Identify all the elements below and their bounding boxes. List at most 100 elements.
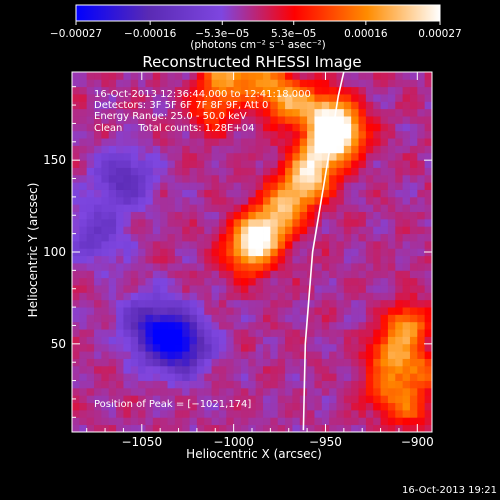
heatmap-cell (248, 123, 257, 132)
heatmap-cell (270, 138, 279, 146)
heatmap-cell (240, 138, 249, 146)
heatmap-cell (226, 314, 235, 323)
heatmap-cell (314, 116, 323, 124)
heatmap-cell (160, 343, 168, 352)
heatmap-cell (233, 123, 242, 132)
heatmap-cell (402, 72, 411, 80)
heatmap-cell (417, 196, 426, 205)
heatmap-cell (182, 336, 190, 345)
heatmap-cell (343, 402, 352, 411)
heatmap-cell (72, 145, 80, 154)
heatmap-cell (365, 307, 374, 315)
heatmap-cell (336, 402, 345, 411)
heatmap-cell (270, 387, 279, 396)
heatmap-cell (351, 123, 359, 132)
heatmap-cell (270, 101, 279, 110)
heatmap-cell (402, 387, 411, 396)
heatmap-cell (218, 101, 227, 110)
heatmap-cell (263, 211, 271, 220)
heatmap-cell (79, 174, 88, 183)
heatmap-cell (123, 94, 132, 102)
heatmap-cell (299, 277, 308, 286)
heatmap-cell (285, 321, 293, 330)
heatmap-cell (336, 336, 345, 345)
heatmap-cell (101, 160, 110, 168)
heatmap-cell (321, 152, 330, 161)
heatmap-cell (233, 409, 242, 418)
heatmap-cell (160, 211, 168, 220)
heatmap-cell (292, 395, 301, 404)
heatmap-cell (145, 152, 154, 161)
heatmap-cell (336, 86, 345, 95)
heatmap-cell (336, 343, 345, 352)
heatmap-cell (417, 79, 426, 88)
heatmap-cell (86, 387, 95, 396)
heatmap-cell (409, 138, 418, 146)
heatmap-cell (285, 277, 293, 286)
heatmap-cell (307, 108, 315, 117)
heatmap-cell (145, 329, 154, 337)
heatmap-cell (285, 270, 293, 279)
heatmap-cell (409, 424, 418, 432)
heatmap-cell (292, 409, 301, 418)
heatmap-cell (336, 189, 345, 198)
heatmap-cell (152, 240, 161, 249)
heatmap-cell (167, 72, 176, 80)
heatmap-cell (314, 130, 323, 139)
heatmap-cell (145, 285, 154, 293)
heatmap-cell (373, 380, 381, 389)
heatmap-cell (152, 365, 161, 374)
heatmap-cell (365, 226, 374, 235)
heatmap-cell (167, 211, 176, 220)
heatmap-cell (336, 182, 345, 190)
heatmap-cell (174, 160, 183, 168)
heatmap-cell (218, 182, 227, 190)
heatmap-cell (145, 402, 154, 411)
heatmap-cell (255, 336, 264, 345)
heatmap-cell (145, 336, 154, 345)
heatmap-cell (365, 358, 374, 367)
heatmap-cell (86, 292, 95, 301)
heatmap-cell (240, 358, 249, 367)
heatmap-cell (321, 387, 330, 396)
heatmap-cell (196, 343, 205, 352)
heatmap-cell (255, 380, 264, 389)
heatmap-cell (204, 123, 212, 132)
heatmap-cell (329, 365, 337, 374)
heatmap-cell (226, 123, 235, 132)
heatmap-cell (285, 343, 293, 352)
heatmap-cell (189, 101, 198, 110)
heatmap-cell (380, 343, 389, 352)
heatmap-cell (270, 307, 279, 315)
x-tick-label: −1000 (213, 435, 254, 449)
heatmap-cell (285, 402, 293, 411)
heatmap-cell (387, 424, 396, 432)
heatmap-cell (204, 270, 212, 279)
heatmap-cell (380, 108, 389, 117)
heatmap-cell (196, 152, 205, 161)
heatmap-cell (204, 152, 212, 161)
heatmap-cell (123, 240, 132, 249)
heatmap-cell (424, 196, 432, 205)
heatmap-cell (387, 240, 396, 249)
heatmap-cell (86, 240, 95, 249)
heatmap-cell (167, 285, 176, 293)
heatmap-cell (387, 79, 396, 88)
heatmap-cell (270, 292, 279, 301)
heatmap-cell (204, 79, 212, 88)
heatmap-cell (270, 402, 279, 411)
heatmap-cell (255, 351, 264, 359)
heatmap-cell (226, 130, 235, 139)
heatmap-cell (204, 358, 212, 367)
heatmap-cell (329, 174, 337, 183)
heatmap-cell (263, 130, 271, 139)
heatmap-cell (160, 248, 168, 257)
heatmap-cell (417, 167, 426, 176)
heatmap-cell (255, 263, 264, 271)
heatmap-cell (314, 417, 323, 426)
heatmap-cell (351, 424, 359, 432)
heatmap-cell (174, 152, 183, 161)
heatmap-cell (321, 285, 330, 293)
heatmap-cell (329, 285, 337, 293)
heatmap-cell (402, 255, 411, 264)
